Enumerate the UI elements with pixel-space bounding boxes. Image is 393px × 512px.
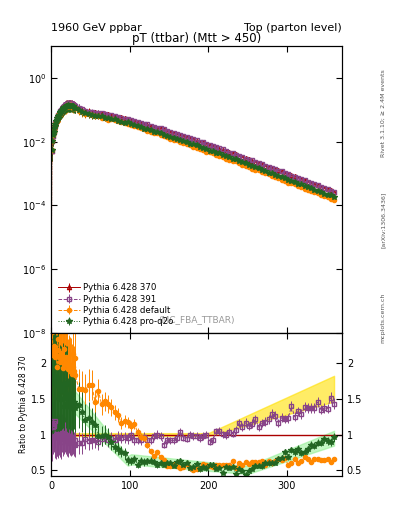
Text: Top (parton level): Top (parton level) xyxy=(244,23,342,33)
Text: (MC_FBA_TTBAR): (MC_FBA_TTBAR) xyxy=(158,315,235,324)
Title: pT (ttbar) (Mtt > 450): pT (ttbar) (Mtt > 450) xyxy=(132,32,261,45)
Text: mcplots.cern.ch: mcplots.cern.ch xyxy=(381,292,386,343)
Y-axis label: Ratio to Pythia 6.428 370: Ratio to Pythia 6.428 370 xyxy=(19,356,28,453)
Text: [arXiv:1306.3436]: [arXiv:1306.3436] xyxy=(381,192,386,248)
Text: Rivet 3.1.10; ≥ 2.4M events: Rivet 3.1.10; ≥ 2.4M events xyxy=(381,69,386,157)
Legend: Pythia 6.428 370, Pythia 6.428 391, Pythia 6.428 default, Pythia 6.428 pro-q2o: Pythia 6.428 370, Pythia 6.428 391, Pyth… xyxy=(55,281,176,329)
Text: 1960 GeV ppbar: 1960 GeV ppbar xyxy=(51,23,142,33)
